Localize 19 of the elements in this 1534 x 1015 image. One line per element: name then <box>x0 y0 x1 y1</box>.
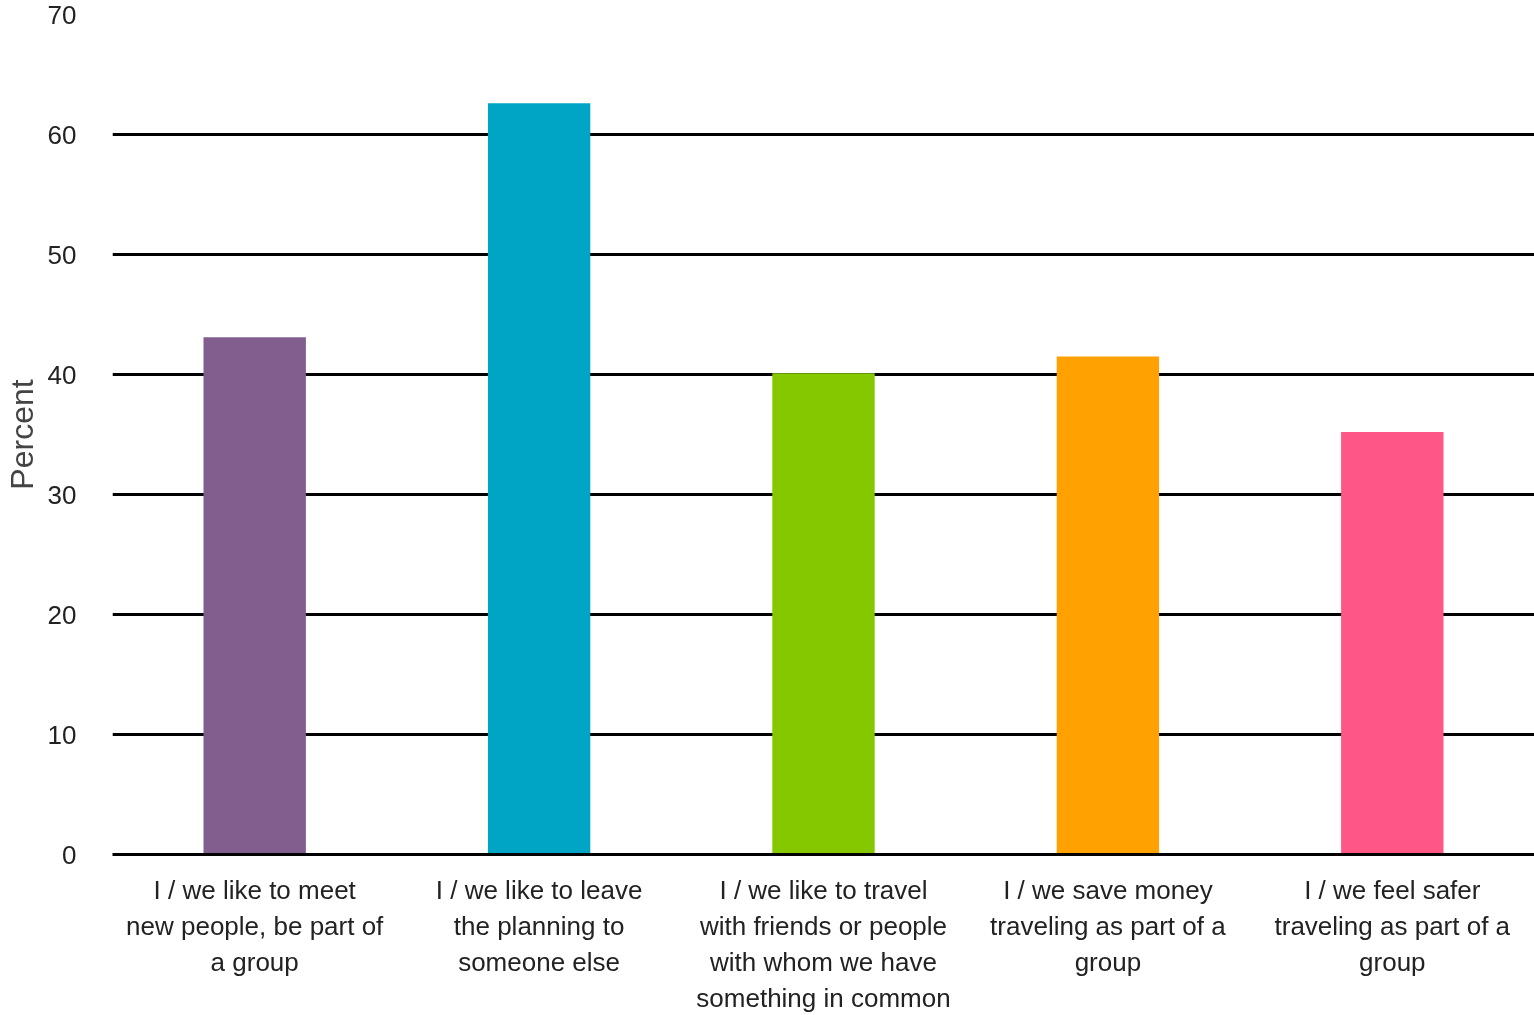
y-tick-label: 0 <box>62 839 77 870</box>
x-tick-label: I / we save money traveling as part of a group <box>990 874 1227 977</box>
x-tick-label: I / we like to travel with friends or people with whom we have something in common <box>696 874 951 1013</box>
bar <box>203 337 306 855</box>
y-axis-title: Percent <box>3 379 40 490</box>
y-tick-label: 70 <box>47 0 77 30</box>
bar <box>772 373 875 855</box>
x-tick-label: I / we like to meet new people, be part of a group <box>126 874 385 977</box>
bar <box>1056 356 1160 855</box>
y-tick-label: 60 <box>47 119 77 150</box>
bar <box>487 103 591 855</box>
y-tick-label: 50 <box>47 239 77 270</box>
y-tick-label: 10 <box>47 719 77 750</box>
bar <box>1341 432 1444 855</box>
y-tick-label: 20 <box>47 599 77 630</box>
x-tick-label: I / we feel safer traveling as part of a group <box>1274 874 1511 977</box>
y-tick-label: 40 <box>47 359 77 390</box>
x-tick-label: I / we like to leave the planning to someone else <box>435 874 643 977</box>
y-tick-label: 30 <box>47 479 77 510</box>
